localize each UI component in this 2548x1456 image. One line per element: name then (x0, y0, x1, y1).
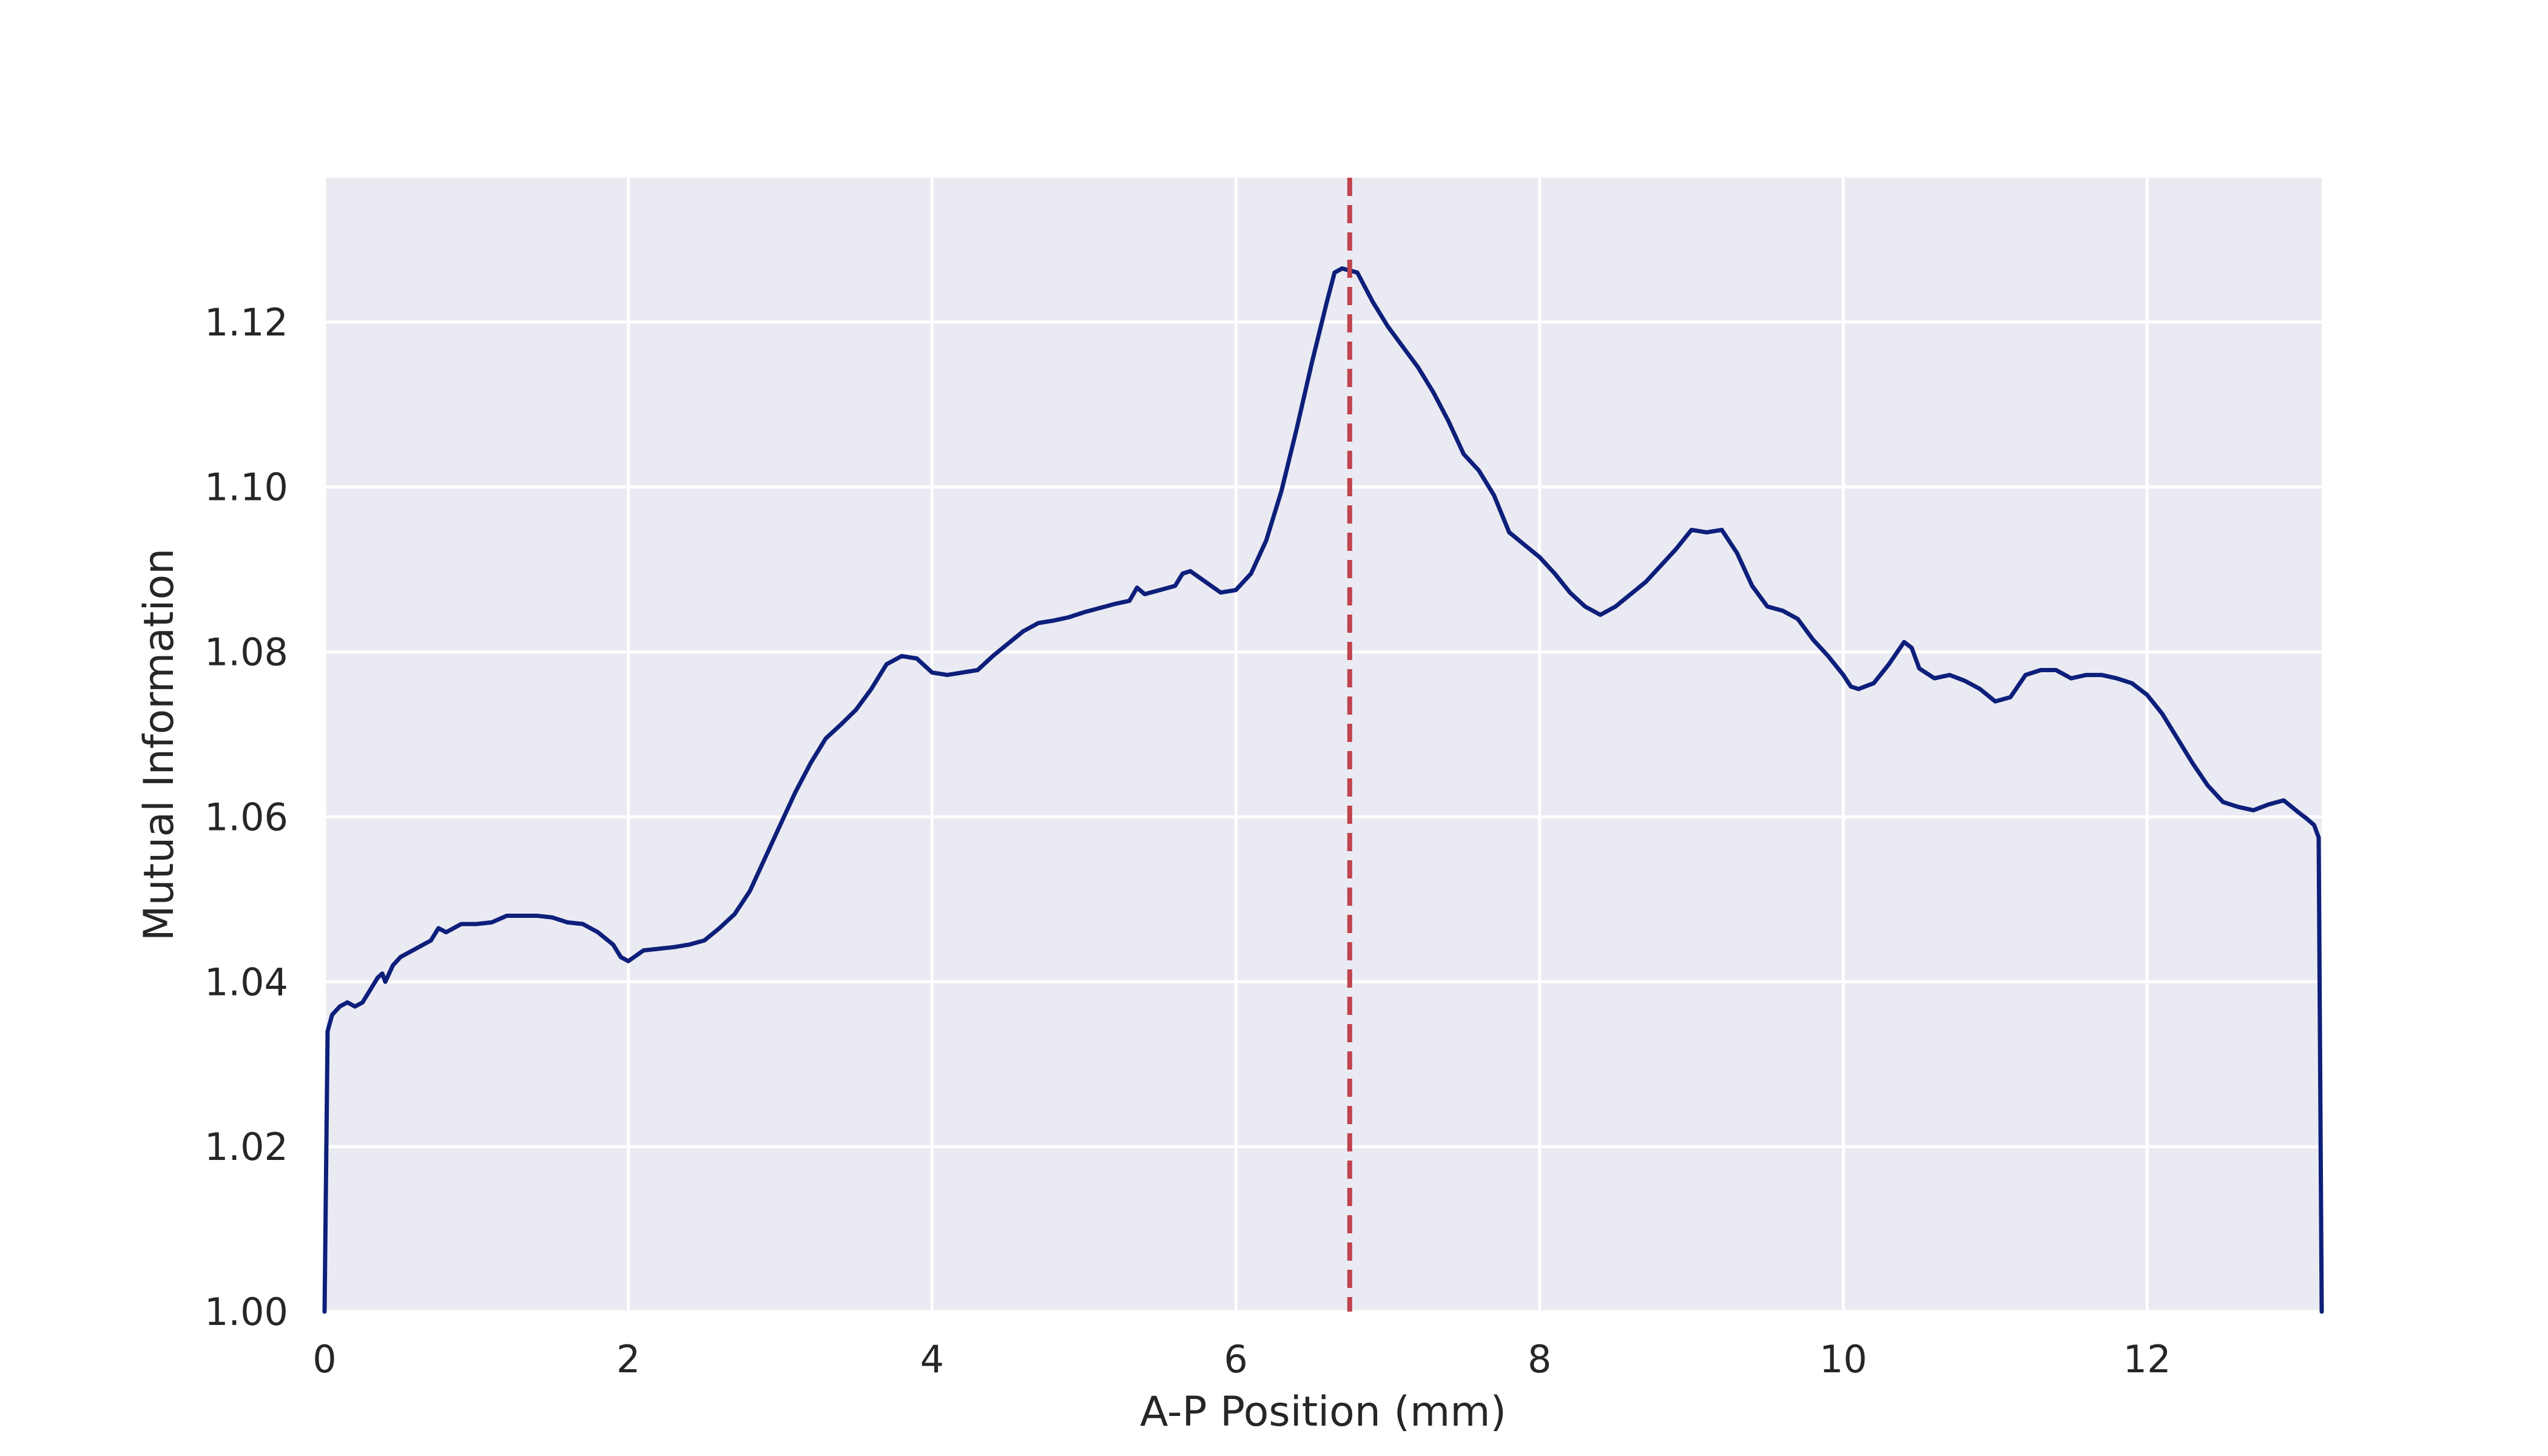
series-line (322, 266, 2324, 1314)
y-tick-label: 1.10 (204, 465, 288, 510)
plot-background (325, 178, 2322, 1312)
y-tick-label: 1.08 (204, 630, 288, 675)
x-tick-label: 0 (312, 1337, 336, 1381)
y-tick-label: 1.02 (204, 1125, 288, 1169)
x-tick-label: 12 (2123, 1337, 2171, 1381)
x-tick-label: 10 (1819, 1337, 1867, 1381)
y-tick-label: 1.06 (204, 795, 288, 839)
y-tick-label: 1.00 (204, 1290, 288, 1334)
x-tick-label: 6 (1224, 1337, 1247, 1381)
y-tick-label: 1.04 (204, 960, 288, 1004)
x-axis-label: A-P Position (mm) (1140, 1388, 1506, 1436)
tick-labels: 0 2 4 6 8 10 12 1.00 1.02 1.04 1.06 1.08 1.10 1.12 (204, 300, 2171, 1381)
data-marks (322, 178, 2324, 1314)
x-tick-label: 8 (1528, 1337, 1551, 1381)
y-tick-label: 1.12 (204, 300, 288, 345)
x-tick-label: 2 (616, 1337, 640, 1381)
y-axis-label: Mutual Information (135, 548, 183, 941)
x-tick-label: 4 (920, 1337, 944, 1381)
